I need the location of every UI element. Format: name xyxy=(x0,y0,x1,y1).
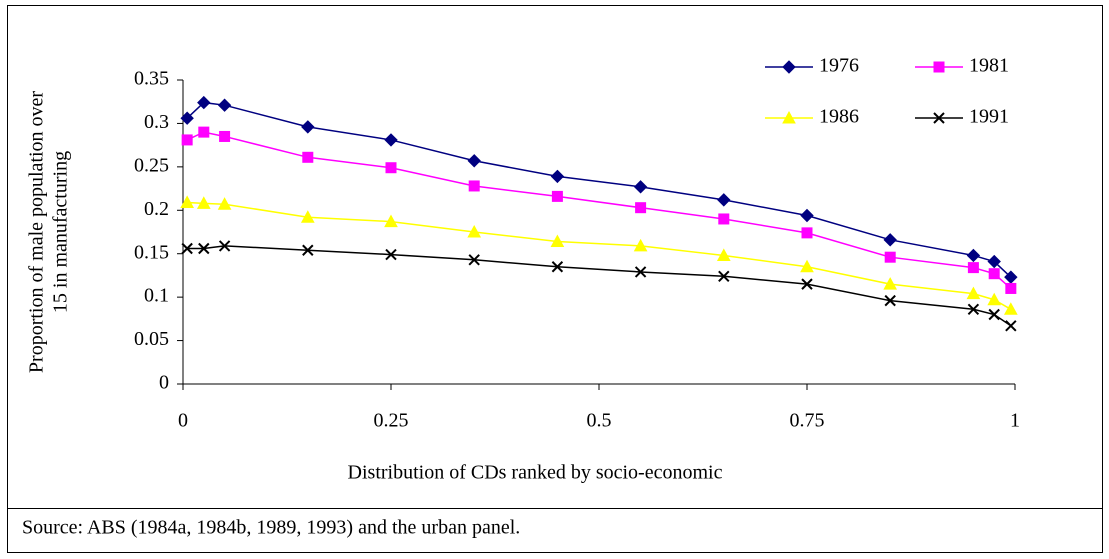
marker xyxy=(884,251,896,263)
marker xyxy=(198,126,210,138)
marker xyxy=(635,202,647,214)
marker xyxy=(180,195,195,208)
x-axis-label: Distribution of CDs ranked by socio-econ… xyxy=(348,462,723,484)
marker xyxy=(716,248,731,261)
legend-label: 1976 xyxy=(819,55,859,77)
marker xyxy=(468,254,480,266)
marker xyxy=(197,95,211,110)
legend-label: 1981 xyxy=(969,55,1009,77)
marker xyxy=(634,266,647,278)
marker xyxy=(467,224,482,238)
marker xyxy=(302,151,314,163)
marker xyxy=(217,197,232,210)
marker xyxy=(385,162,397,174)
marker xyxy=(302,244,314,256)
x-tick-label: 0.5 xyxy=(587,410,612,432)
marker xyxy=(468,180,480,192)
y-tick-label: 0.05 xyxy=(134,328,169,350)
y-tick-label: 0.35 xyxy=(134,68,169,90)
marker xyxy=(551,261,564,273)
legend-label: 1991 xyxy=(969,106,1009,128)
x-tick-label: 0.75 xyxy=(790,410,825,432)
marker xyxy=(987,254,1001,269)
x-tick-label: 0.25 xyxy=(374,410,409,432)
marker xyxy=(967,262,979,274)
marker xyxy=(550,169,565,184)
marker xyxy=(801,278,813,290)
marker xyxy=(551,190,563,202)
marker xyxy=(218,240,231,252)
series-line xyxy=(187,245,1012,327)
marker xyxy=(467,154,481,168)
marker xyxy=(988,268,1000,280)
y-tick-label: 0.25 xyxy=(134,154,169,176)
marker xyxy=(800,259,814,273)
y-tick-label: 0.1 xyxy=(144,285,169,307)
series-line xyxy=(186,101,1012,278)
marker xyxy=(384,214,398,228)
marker xyxy=(550,234,565,248)
y-axis-label: Proportion of male population over xyxy=(26,91,48,374)
marker xyxy=(300,210,315,223)
marker xyxy=(633,238,648,252)
marker xyxy=(718,213,730,225)
marker xyxy=(217,98,232,112)
source-note: Source: ABS (1984a, 1984b, 1989, 1993) a… xyxy=(22,517,520,539)
marker xyxy=(967,303,980,316)
legend-marker xyxy=(782,60,796,74)
marker xyxy=(801,227,813,239)
marker xyxy=(219,130,231,142)
marker xyxy=(196,196,211,209)
marker xyxy=(966,248,981,263)
marker xyxy=(883,233,897,247)
y-tick-label: 0.3 xyxy=(144,111,169,133)
x-tick-label: 1 xyxy=(1010,410,1020,432)
legend-marker xyxy=(782,110,796,124)
marker xyxy=(181,134,193,146)
marker xyxy=(717,193,731,207)
marker xyxy=(180,111,194,125)
marker xyxy=(385,248,397,261)
y-tick-label: 0.15 xyxy=(134,241,169,263)
marker xyxy=(988,308,1000,321)
marker xyxy=(181,242,193,255)
legend-marker xyxy=(933,61,945,73)
legend-marker xyxy=(933,112,945,124)
series-line xyxy=(187,201,1012,310)
marker xyxy=(987,292,1002,306)
marker xyxy=(884,294,896,307)
marker xyxy=(966,286,981,300)
marker xyxy=(1003,302,1018,315)
marker xyxy=(1005,282,1017,294)
marker xyxy=(198,242,210,255)
marker xyxy=(384,133,398,147)
marker xyxy=(633,180,648,194)
marker xyxy=(800,208,814,223)
y-axis-label: 15 in manufacturing xyxy=(50,151,72,313)
marker xyxy=(1005,320,1017,332)
series-line xyxy=(186,131,1012,290)
marker xyxy=(883,277,898,290)
marker xyxy=(718,270,730,283)
marker xyxy=(301,120,315,134)
frame xyxy=(7,5,1103,553)
legend-label: 1986 xyxy=(819,106,859,128)
x-tick-label: 0 xyxy=(178,410,188,432)
y-tick-label: 0.2 xyxy=(144,198,169,220)
y-tick-label: 0 xyxy=(159,372,169,394)
